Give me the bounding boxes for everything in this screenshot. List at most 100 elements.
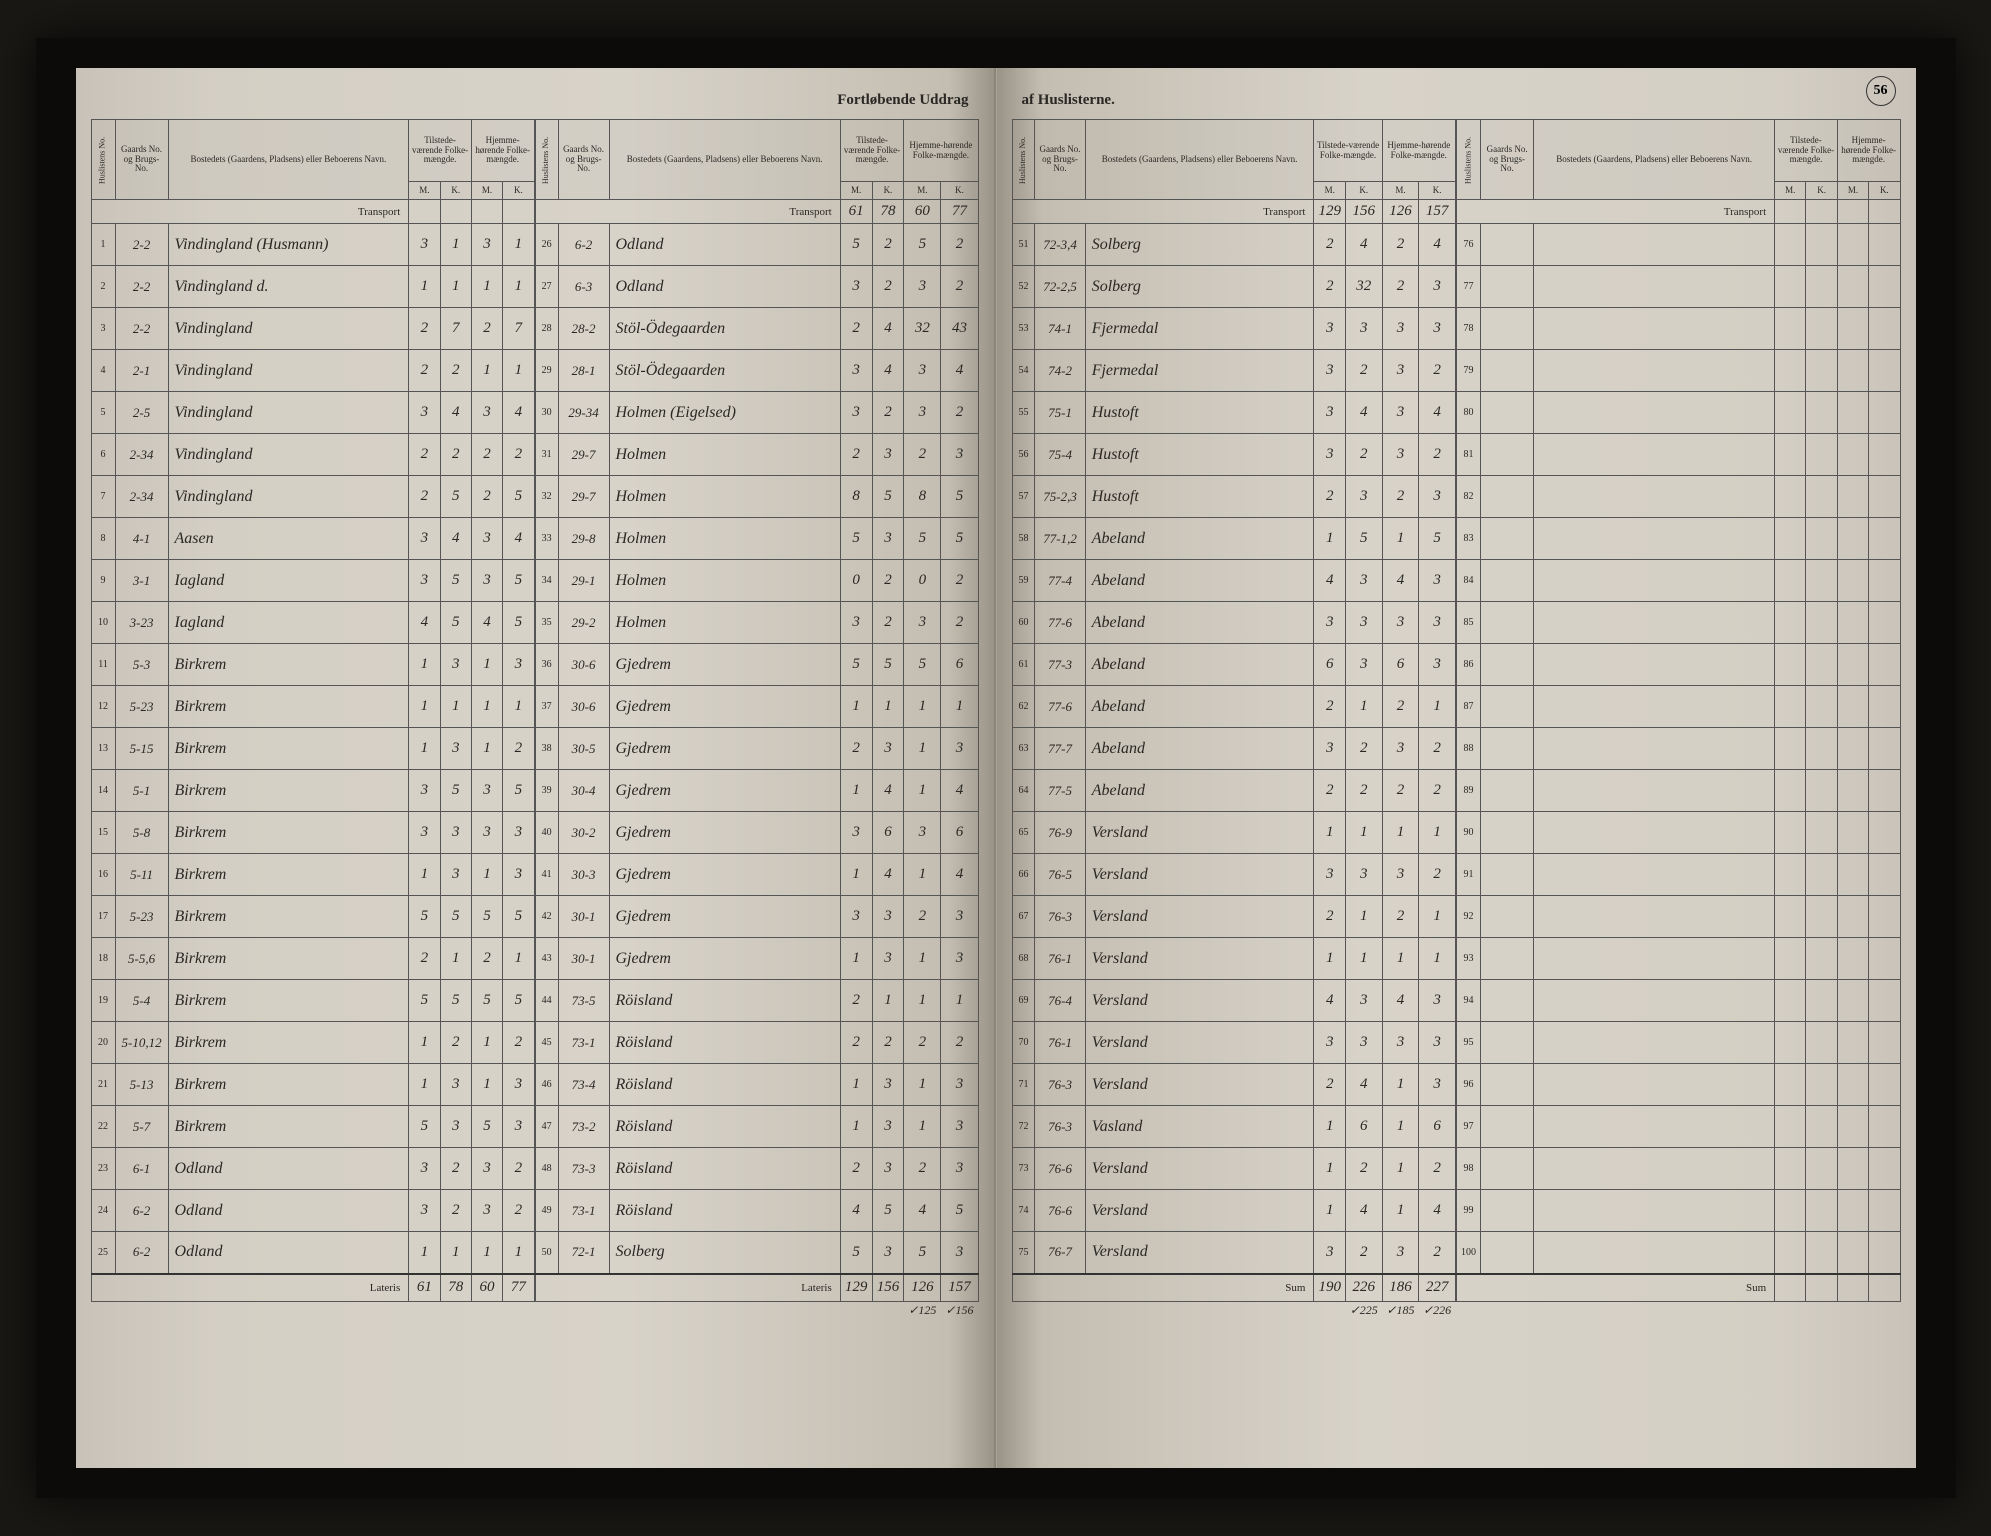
ledger-row: 59 77-4 Abeland 4 3 4 3: [1012, 560, 1456, 602]
tilstede-k: 2: [1345, 434, 1382, 476]
hjemme-k: 2: [1419, 350, 1456, 392]
gaard-no: 30-4: [558, 770, 609, 812]
header-k: K.: [1345, 182, 1382, 200]
hjemme-k: [1869, 434, 1900, 476]
bosted-name: [1534, 434, 1775, 476]
header-k: K.: [1419, 182, 1456, 200]
lateris-label: Sum: [1457, 1274, 1775, 1302]
transport-label: Transport: [91, 200, 409, 224]
hjemme-m: 5: [471, 980, 502, 1022]
hjemme-k: 3: [1419, 1064, 1456, 1106]
hjemme-k: 7: [503, 308, 534, 350]
tilstede-k: 5: [872, 1190, 904, 1232]
hus-no: 49: [535, 1190, 558, 1232]
hus-no: 68: [1012, 938, 1035, 980]
hjemme-m: 1: [471, 644, 502, 686]
bosted-name: Versland: [1085, 854, 1314, 896]
tilstede-m: 5: [840, 518, 872, 560]
bosted-name: Röisland: [609, 980, 840, 1022]
header-bosted: Bostedets (Gaardens, Pladsens) eller Beb…: [1085, 120, 1314, 200]
right-page: 56 af Huslisterne. Huslistens No. Gaards…: [996, 68, 1916, 1468]
hjemme-m: 3: [904, 350, 941, 392]
hjemme-k: 2: [941, 266, 978, 308]
hjemme-k: 1: [1419, 686, 1456, 728]
tilstede-k: 1: [440, 224, 471, 266]
tilstede-k: 1: [440, 938, 471, 980]
bosted-name: Abeland: [1085, 644, 1314, 686]
lateris-alt-value: ✓225: [1345, 1302, 1382, 1320]
tilstede-k: 2: [1345, 350, 1382, 392]
ledger-row: 5 2-5 Vindingland 3 4 3 4: [91, 392, 534, 434]
gaard-no: [1481, 770, 1534, 812]
tilstede-m: 1: [409, 686, 440, 728]
bosted-name: [1534, 560, 1775, 602]
bosted-name: Versland: [1085, 896, 1314, 938]
ledger-row: 48 73-3 Röisland 2 3 2 3: [535, 1148, 978, 1190]
hjemme-m: 2: [904, 1022, 941, 1064]
hus-no: 5: [91, 392, 115, 434]
hjemme-m: 1: [471, 854, 502, 896]
ledger-row: 33 29-8 Holmen 5 3 5 5: [535, 518, 978, 560]
transport-value: [1837, 200, 1868, 224]
hus-no: 35: [535, 602, 558, 644]
gaard-no: 76-6: [1035, 1190, 1085, 1232]
lateris-value: [1837, 1274, 1868, 1302]
tilstede-m: 2: [1314, 224, 1345, 266]
hus-no: 53: [1012, 308, 1035, 350]
tilstede-m: [1775, 1190, 1806, 1232]
hjemme-k: 4: [941, 350, 978, 392]
gaard-no: 73-2: [558, 1106, 609, 1148]
tilstede-m: 4: [840, 1190, 872, 1232]
hjemme-m: 1: [904, 728, 941, 770]
header-k: K.: [941, 182, 978, 200]
bosted-name: [1534, 392, 1775, 434]
transport-label: Transport: [535, 200, 840, 224]
bosted-name: [1534, 224, 1775, 266]
hus-no: 65: [1012, 812, 1035, 854]
tilstede-m: 3: [409, 224, 440, 266]
ledger-row: 47 73-2 Röisland 1 3 1 3: [535, 1106, 978, 1148]
bosted-name: Röisland: [609, 1148, 840, 1190]
tilstede-m: 1: [1314, 1148, 1345, 1190]
gaard-no: 6-2: [115, 1190, 168, 1232]
hus-no: 54: [1012, 350, 1035, 392]
hus-no: 3: [91, 308, 115, 350]
hjemme-m: [1837, 308, 1868, 350]
hjemme-m: 3: [1382, 434, 1419, 476]
lateris-value: 186: [1382, 1274, 1419, 1302]
hjemme-m: 3: [471, 392, 502, 434]
tilstede-k: 4: [872, 854, 904, 896]
header-hjemme: Hjemme-hørende Folke-mængde.: [471, 120, 534, 182]
gaard-no: 28-1: [558, 350, 609, 392]
lateris-label: Lateris: [535, 1274, 840, 1302]
hjemme-m: 1: [471, 728, 502, 770]
ledger-row: 6 2-34 Vindingland 2 2 2 2: [91, 434, 534, 476]
hus-no: 47: [535, 1106, 558, 1148]
hus-no: 20: [91, 1022, 115, 1064]
ledger-row: 18 5-5,6 Birkrem 2 1 2 1: [91, 938, 534, 980]
bosted-name: Iagland: [168, 560, 409, 602]
bosted-name: [1534, 1232, 1775, 1274]
lateris-alt-value: [840, 1302, 872, 1320]
tilstede-m: [1775, 896, 1806, 938]
tilstede-m: 6: [1314, 644, 1345, 686]
hjemme-k: 2: [503, 1022, 534, 1064]
hus-no: 87: [1457, 686, 1481, 728]
tilstede-m: 2: [840, 434, 872, 476]
bosted-name: Versland: [1085, 980, 1314, 1022]
tilstede-k: [1806, 266, 1837, 308]
gaard-no: 2-5: [115, 392, 168, 434]
left-sections: Huslistens No. Gaards No. og Brugs-No. B…: [91, 119, 979, 1319]
gaard-no: 76-3: [1035, 1106, 1085, 1148]
bosted-name: Birkrem: [168, 1106, 409, 1148]
hjemme-k: [1869, 770, 1900, 812]
hus-no: 17: [91, 896, 115, 938]
ledger-table-right-a: Huslistens No. Gaards No. og Brugs-No. B…: [1012, 119, 1457, 1319]
bosted-name: Vindingland: [168, 392, 409, 434]
hjemme-k: 3: [1419, 980, 1456, 1022]
ledger-row: 64 77-5 Abeland 2 2 2 2: [1012, 770, 1456, 812]
hjemme-k: 1: [503, 1232, 534, 1274]
hus-no: 82: [1457, 476, 1481, 518]
gaard-no: 5-5,6: [115, 938, 168, 980]
ledger-row: 93: [1457, 938, 1901, 980]
